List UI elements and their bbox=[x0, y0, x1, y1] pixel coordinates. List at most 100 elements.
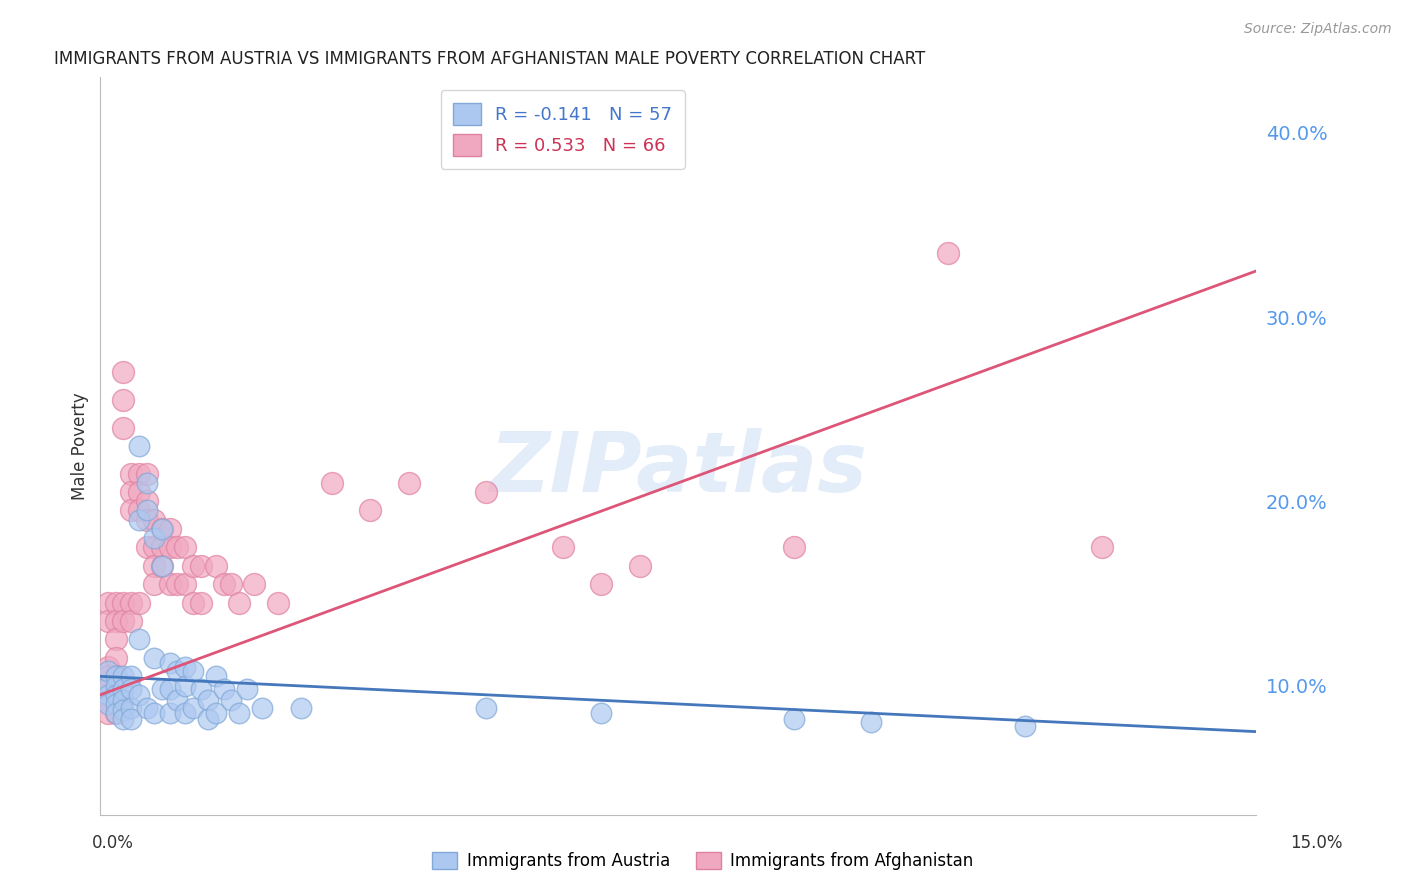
Point bbox=[181, 558, 204, 573]
Point bbox=[128, 632, 150, 647]
Text: ZIPatlas: ZIPatlas bbox=[489, 427, 868, 508]
Point bbox=[159, 522, 181, 536]
Text: IMMIGRANTS FROM AUSTRIA VS IMMIGRANTS FROM AFGHANISTAN MALE POVERTY CORRELATION : IMMIGRANTS FROM AUSTRIA VS IMMIGRANTS FR… bbox=[53, 50, 925, 68]
Point bbox=[128, 688, 150, 702]
Point bbox=[112, 702, 135, 716]
Point bbox=[135, 503, 157, 517]
Point bbox=[104, 706, 127, 721]
Point bbox=[104, 706, 127, 721]
Point bbox=[104, 697, 127, 711]
Point bbox=[135, 467, 157, 481]
Point bbox=[159, 541, 181, 555]
Point bbox=[112, 392, 135, 407]
Point bbox=[128, 485, 150, 500]
Point bbox=[143, 651, 166, 665]
Point bbox=[112, 693, 135, 707]
Point bbox=[166, 664, 188, 678]
Point bbox=[181, 700, 204, 714]
Point bbox=[197, 712, 219, 726]
Point bbox=[174, 706, 197, 721]
Point bbox=[112, 682, 135, 697]
Point bbox=[859, 715, 882, 730]
Point bbox=[143, 706, 166, 721]
Point bbox=[104, 614, 127, 628]
Point bbox=[159, 577, 181, 591]
Point bbox=[135, 541, 157, 555]
Point bbox=[120, 503, 142, 517]
Point bbox=[250, 700, 273, 714]
Point bbox=[190, 682, 212, 697]
Legend: R = -0.141   N = 57, R = 0.533   N = 66: R = -0.141 N = 57, R = 0.533 N = 66 bbox=[441, 90, 685, 169]
Point bbox=[97, 679, 120, 693]
Point bbox=[143, 558, 166, 573]
Point bbox=[104, 679, 127, 693]
Point bbox=[166, 693, 188, 707]
Point bbox=[120, 669, 142, 683]
Point bbox=[97, 693, 120, 707]
Point bbox=[135, 700, 157, 714]
Point bbox=[128, 596, 150, 610]
Point bbox=[112, 420, 135, 434]
Point bbox=[321, 475, 343, 490]
Point bbox=[150, 522, 173, 536]
Y-axis label: Male Poverty: Male Poverty bbox=[72, 392, 89, 500]
Point bbox=[128, 513, 150, 527]
Point bbox=[120, 596, 142, 610]
Point bbox=[150, 541, 173, 555]
Point bbox=[104, 651, 127, 665]
Point bbox=[97, 664, 120, 678]
Point bbox=[104, 669, 127, 683]
Point bbox=[120, 700, 142, 714]
Point bbox=[197, 693, 219, 707]
Point bbox=[150, 682, 173, 697]
Point bbox=[97, 706, 120, 721]
Text: Source: ZipAtlas.com: Source: ZipAtlas.com bbox=[1244, 22, 1392, 37]
Point bbox=[150, 558, 173, 573]
Point bbox=[143, 577, 166, 591]
Point bbox=[212, 682, 235, 697]
Point bbox=[128, 439, 150, 453]
Point bbox=[150, 558, 173, 573]
Point bbox=[159, 706, 181, 721]
Point bbox=[205, 669, 228, 683]
Point bbox=[1014, 719, 1036, 733]
Point bbox=[128, 503, 150, 517]
Point bbox=[221, 693, 243, 707]
Text: 0.0%: 0.0% bbox=[91, 834, 134, 852]
Point bbox=[159, 682, 181, 697]
Point bbox=[143, 513, 166, 527]
Point bbox=[120, 682, 142, 697]
Point bbox=[135, 475, 157, 490]
Point bbox=[266, 596, 288, 610]
Point bbox=[143, 541, 166, 555]
Point bbox=[551, 541, 574, 555]
Point bbox=[591, 577, 613, 591]
Point bbox=[181, 664, 204, 678]
Point bbox=[290, 700, 312, 714]
Point bbox=[104, 632, 127, 647]
Point bbox=[166, 577, 188, 591]
Point bbox=[181, 596, 204, 610]
Point bbox=[120, 467, 142, 481]
Point bbox=[112, 712, 135, 726]
Point bbox=[628, 558, 651, 573]
Point bbox=[783, 541, 806, 555]
Point bbox=[174, 541, 197, 555]
Point bbox=[135, 494, 157, 508]
Point bbox=[112, 365, 135, 379]
Point bbox=[936, 245, 959, 260]
Point bbox=[97, 660, 120, 674]
Point bbox=[112, 596, 135, 610]
Point bbox=[120, 712, 142, 726]
Point bbox=[120, 485, 142, 500]
Point bbox=[97, 669, 120, 683]
Point bbox=[474, 485, 496, 500]
Point bbox=[236, 682, 259, 697]
Point bbox=[120, 614, 142, 628]
Point bbox=[166, 541, 188, 555]
Point bbox=[1091, 541, 1114, 555]
Point bbox=[104, 596, 127, 610]
Point bbox=[174, 660, 197, 674]
Point bbox=[398, 475, 420, 490]
Point bbox=[112, 614, 135, 628]
